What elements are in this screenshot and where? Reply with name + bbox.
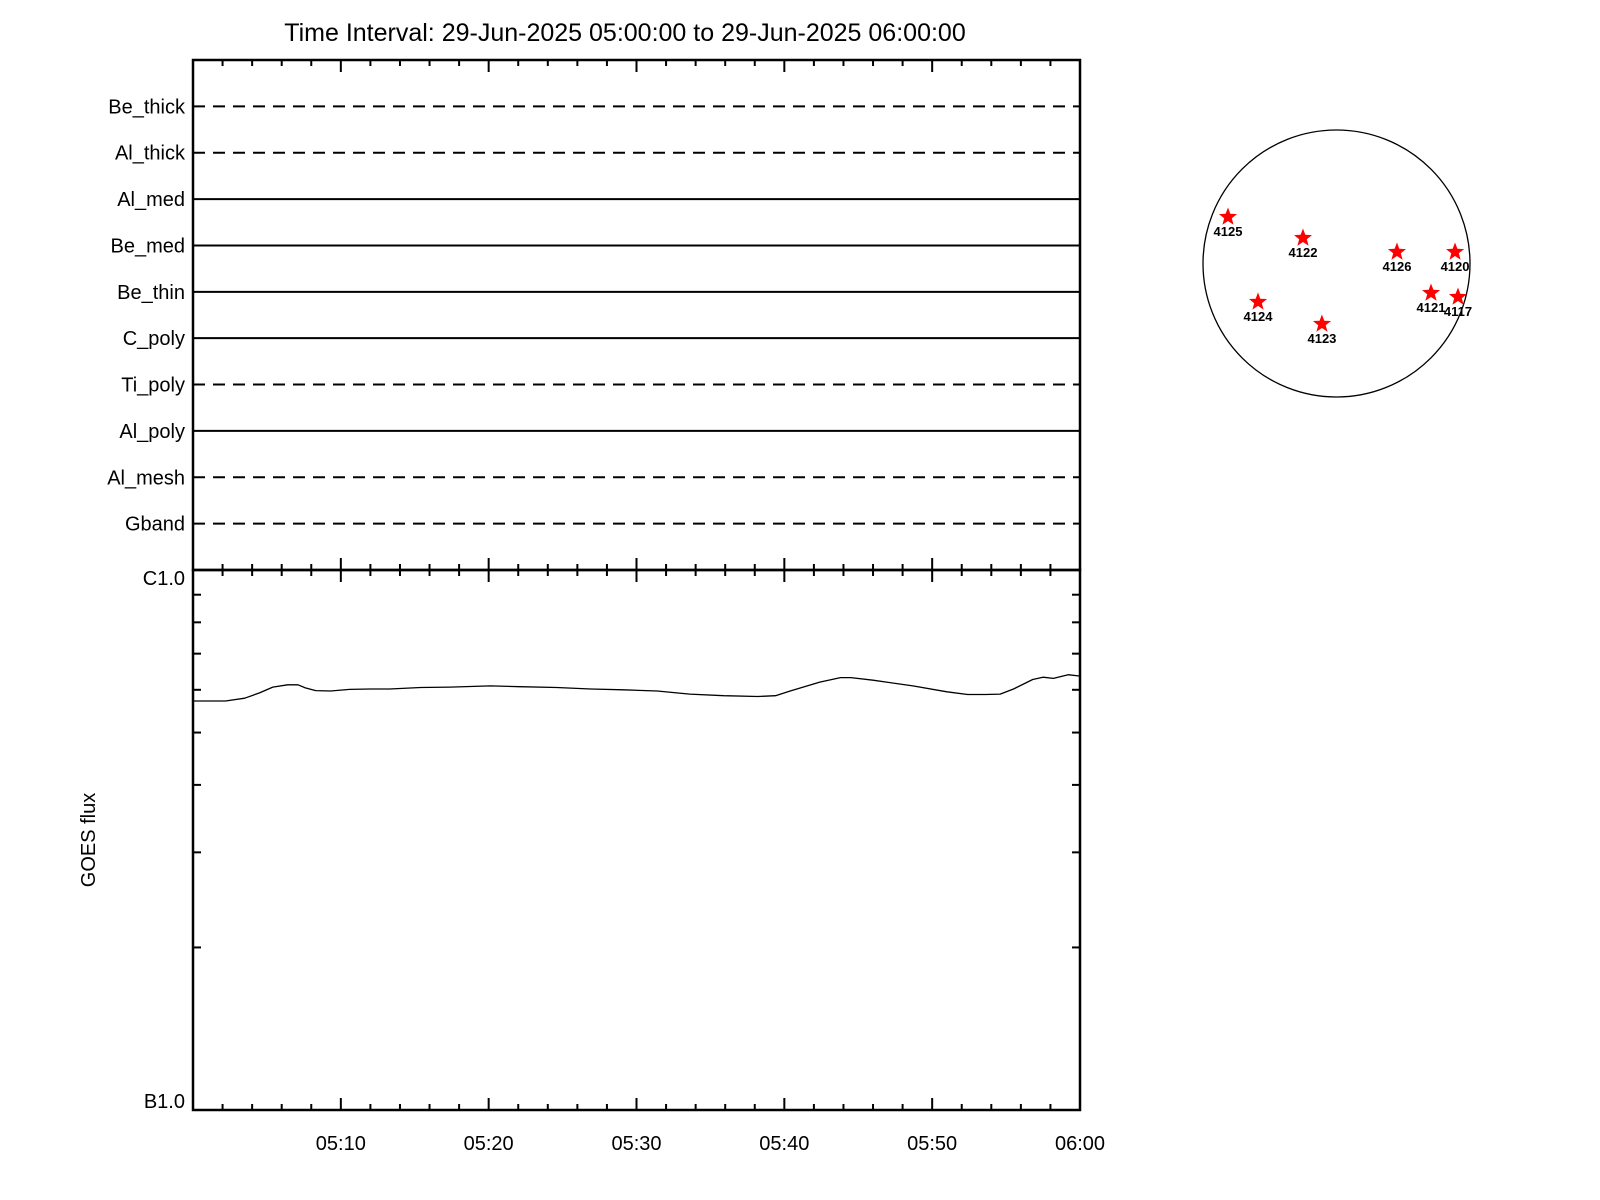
active-region-star-4122	[1294, 228, 1312, 246]
active-region-label-4126: 4126	[1383, 259, 1412, 274]
filter-panel-border	[191, 58, 1082, 572]
filter-label-Gband: Gband	[125, 514, 185, 536]
active-region-star-4123	[1312, 314, 1331, 332]
filter-label-Ti_poly: Ti_poly	[121, 375, 185, 397]
filter-label-Al_mesh: Al_mesh	[107, 467, 185, 489]
goes-panel-bottom-axis-ticks	[192, 1098, 1081, 1110]
filter-label-Al_thick: Al_thick	[115, 143, 186, 165]
active-region-star-4125	[1218, 207, 1237, 225]
x-tick-label-05:30: 05:30	[611, 1133, 661, 1155]
x-tick-label-05:10: 05:10	[316, 1133, 366, 1155]
active-region-label-4123: 4123	[1307, 331, 1336, 346]
x-tick-label-05:20: 05:20	[464, 1133, 514, 1155]
active-region-label-4120: 4120	[1441, 259, 1470, 274]
filter-label-Al_poly: Al_poly	[119, 421, 185, 443]
x-tick-label-05:50: 05:50	[907, 1133, 957, 1155]
active-region-star-4126	[1387, 242, 1406, 260]
x-tick-label-05:40: 05:40	[759, 1133, 809, 1155]
goes-panel-top-axis-ticks	[192, 570, 1081, 582]
filter-label-Be_thin: Be_thin	[117, 282, 185, 304]
active-region-label-4124: 4124	[1244, 309, 1274, 324]
filter-label-Be_thick: Be_thick	[108, 96, 186, 118]
goes-bottom-label: B1.0	[144, 1091, 185, 1113]
active-region-label-4117: 4117	[1444, 304, 1472, 319]
filter-panel-top-axis-ticks	[192, 60, 1081, 72]
goes-flux-curve	[192, 674, 1081, 702]
active-region-star-4117	[1448, 287, 1467, 305]
filter-label-Al_med: Al_med	[117, 189, 185, 211]
x-tick-label-06:00: 06:00	[1055, 1133, 1105, 1155]
chart-title: Time Interval: 29-Jun-2025 05:00:00 to 2…	[284, 19, 965, 47]
active-region-star-4121	[1422, 283, 1441, 301]
filter-timeline-panel: Be_thick Al_thick Al_med Be_med Be_thin C_pol…	[107, 58, 1082, 572]
goes-panel-border	[191, 568, 1082, 1112]
filter-panel-bottom-axis-ticks	[192, 558, 1081, 570]
goes-y-axis-title: GOES flux	[78, 793, 100, 887]
active-region-star-4120	[1446, 242, 1465, 260]
goes-y-minor-ticks	[193, 593, 1080, 949]
active-region-label-4122: 4122	[1289, 245, 1318, 260]
active-region-star-4124	[1249, 292, 1267, 310]
active-region-label-4125: 4125	[1214, 224, 1243, 239]
goes-flux-panel: 05:10 05:20 05:30 05:40 05:50 06:00 C1.0 B1.0 GO…	[78, 568, 1105, 1155]
goes-top-label: C1.0	[143, 568, 185, 590]
active-region-label-4121: 4121	[1417, 300, 1446, 315]
filter-label-Be_med: Be_med	[111, 235, 186, 257]
filter-label-C_poly: C_poly	[123, 328, 185, 350]
solar-disk-circle	[1202, 129, 1471, 398]
